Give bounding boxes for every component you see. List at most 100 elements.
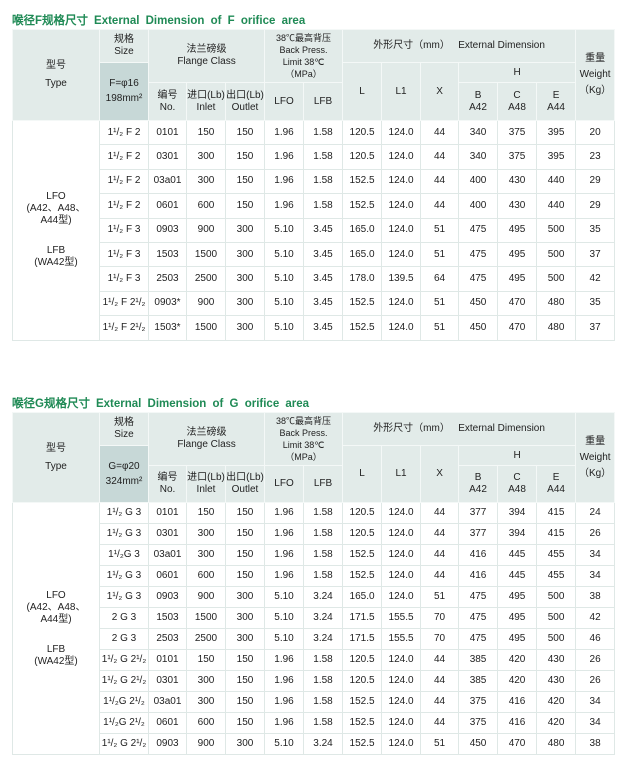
table-cell: 400: [458, 193, 499, 219]
no-en: No.: [159, 101, 176, 113]
size-value: F=φ16 198mm²: [99, 62, 149, 121]
inlet-cn: 进口(Lb): [187, 472, 225, 483]
table-cell: 1¹/₂ F 2¹/₂: [99, 315, 149, 341]
table-cell: 395: [536, 119, 577, 146]
table-cell: 1¹/₂ G 3: [99, 523, 149, 545]
col-inlet: 进口(Lb) Inlet: [186, 465, 226, 503]
table-row: LFO (A42、A48、A44型) LFB (WA42型) 1¹/₂ F 2 0101…: [12, 119, 616, 341]
table-cell: 1.58: [303, 168, 344, 195]
table-cell: 0101: [148, 119, 187, 146]
table-cell: 1.96: [264, 544, 305, 566]
table-cell: 44: [420, 144, 460, 170]
table-cell: 900: [186, 586, 226, 608]
outlet-cn: 出口(Lb): [226, 472, 264, 483]
table-row: 1¹/₂ F 3 2503 2500 300 5.10 3.45 178.0 139.5 64 4…: [13, 266, 616, 292]
table-cell: 455: [536, 544, 577, 566]
table-cell: 152.5: [342, 193, 383, 219]
table-cell: 5.10: [264, 607, 305, 629]
table-cell: 1¹/₂G 2¹/₂: [99, 712, 149, 734]
table-cell: 475: [458, 586, 499, 608]
dim-cn: 外形尺寸（mm）: [373, 423, 450, 434]
col-B: B A42: [458, 82, 499, 121]
table-cell: 152.5: [342, 290, 383, 317]
flange-en: Flange Class: [177, 56, 236, 67]
table-cell: 124.0: [381, 670, 422, 692]
table-cell: 0903: [148, 217, 187, 243]
table-cell: 1¹/₂ F 2: [99, 119, 149, 146]
table-cell: 1500: [186, 241, 226, 268]
table-cell: 1.58: [303, 670, 344, 692]
table-cell: 3.24: [303, 607, 344, 629]
table-cell: 300: [224, 628, 266, 650]
title-cn: 喉径F规格尺寸: [12, 15, 89, 27]
table-row: 1¹/₂G 2¹/₂ 03a01 300 150 1.96 1.58 152.5 124.0 4…: [13, 691, 616, 713]
size-line2: 198mm²: [105, 93, 143, 104]
size-en: Size: [114, 46, 134, 57]
table-cell: 171.5: [342, 628, 383, 650]
col-type: 型号 Type: [12, 29, 100, 121]
table-cell: 1¹/₂ G 2¹/₂: [99, 670, 149, 692]
table-cell: 1¹/₂ F 2: [99, 144, 149, 170]
table-cell: 500: [536, 607, 577, 629]
table-cell: 375: [497, 144, 538, 170]
table-cell: 1¹/₂ G 3: [99, 586, 149, 608]
table-cell: 1503: [148, 607, 187, 629]
table-cell: 120.5: [342, 649, 383, 671]
table-cell: 300: [224, 315, 266, 341]
table-cell: 385: [458, 649, 499, 671]
table-cell: 3.45: [303, 241, 344, 268]
table-cell: 416: [458, 544, 499, 566]
table-cell: 37: [575, 241, 616, 268]
table-cell: 416: [497, 712, 538, 734]
table-cell: 440: [536, 168, 577, 195]
table-cell: 600: [186, 565, 226, 587]
table-cell: 150: [224, 119, 266, 146]
table-cell: 300: [186, 544, 226, 566]
table-cell: 1¹/₂ F 2: [99, 168, 149, 195]
table-cell: 495: [497, 628, 538, 650]
table-cell: 1.58: [303, 712, 344, 734]
table-cell: 475: [458, 607, 499, 629]
type-lfo: LFO: [46, 589, 66, 601]
table-cell: 0301: [148, 523, 187, 545]
table-cell: 3.45: [303, 266, 344, 292]
table-cell: 495: [497, 217, 538, 243]
table-cell: 150: [224, 502, 266, 524]
w-unit: （Kg）: [578, 467, 612, 479]
table-cell: 445: [497, 544, 538, 566]
table-cell: 900: [186, 290, 226, 317]
table-cell: 300: [224, 241, 266, 268]
table-cell: 5.10: [264, 733, 305, 755]
table-cell: 124.0: [381, 290, 422, 317]
table-cell: 500: [536, 217, 577, 243]
table-cell: 900: [186, 217, 226, 243]
col-back-pressure: 38℃最高背压 Back Press. Limit 38℃ （MPa）: [264, 412, 344, 466]
table-cell: 3.24: [303, 586, 344, 608]
table-cell: 152.5: [342, 168, 383, 195]
table-cell: 1¹/₂ G 2¹/₂: [99, 733, 149, 755]
table-cell: 24: [575, 502, 616, 524]
table-cell: 26: [575, 523, 616, 545]
table-cell: 44: [420, 565, 460, 587]
table-cell: 450: [458, 315, 499, 341]
table-cell: 70: [420, 628, 460, 650]
table-cell: 124.0: [381, 119, 422, 146]
outlet-cn: 出口(Lb): [226, 89, 264, 101]
table-cell: 120.5: [342, 670, 383, 692]
table-cell: 38: [575, 733, 616, 755]
table-cell: 1500: [186, 315, 226, 341]
table-cell: 1¹/₂G 3: [99, 544, 149, 566]
col-B: B A42: [458, 465, 499, 503]
type-lfb-models: (WA42型): [34, 257, 78, 269]
table-cell: 1.96: [264, 712, 305, 734]
table-cell: 5.10: [264, 290, 305, 317]
type-lfo-models: (A42、A48、A44型): [26, 601, 86, 625]
table-cell: 1.96: [264, 565, 305, 587]
table-cell: 480: [536, 733, 577, 755]
table-cell: 1.58: [303, 544, 344, 566]
table-cell: 150: [186, 649, 226, 671]
table-cell: 34: [575, 565, 616, 587]
table-row: 1¹/₂ F 2¹/₂ 0903* 900 300 5.10 3.45 152.5 124.0…: [13, 290, 616, 317]
col-weight: 重量 Weight （Kg）: [575, 412, 616, 503]
table-cell: 64: [420, 266, 460, 292]
